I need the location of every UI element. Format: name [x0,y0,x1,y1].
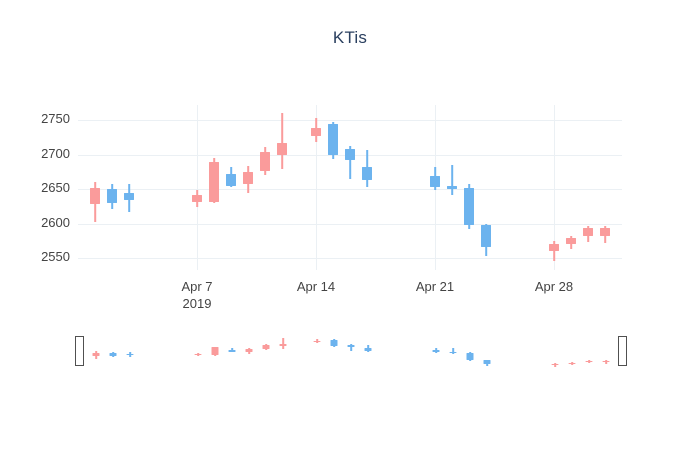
candle-body [260,152,270,172]
candle-body [345,149,355,160]
y-tick-label: 2550 [41,249,70,265]
candle-body [211,347,219,356]
x-gridline [316,105,317,270]
candle-body [126,353,134,356]
candle-body [313,340,321,343]
candle-body [107,189,117,204]
candle-wick [350,344,352,351]
y-gridline [78,120,622,122]
candle-body [277,143,287,155]
y-axis: 2550 2600 2650 2700 2750 [0,110,78,270]
x-gridline [197,105,198,270]
candle-body [92,352,100,356]
x-tick-label: Apr 14 [297,278,335,295]
candle-body [124,192,134,201]
candle-body [583,227,593,237]
candle-body [432,350,440,353]
candle-body [228,349,236,353]
page-title: KTis [332,28,368,47]
candle-wick [282,337,284,349]
candle-body [430,175,440,187]
x-axis: Apr 7 2019 Apr 14 Apr 21 Apr 28 [78,272,622,312]
range-end-handle[interactable] [618,336,627,366]
y-gridline [78,258,622,260]
candle-body [466,352,474,361]
candle-body [602,360,610,363]
x-gridline [554,105,555,270]
range-start-handle[interactable] [75,336,84,366]
candle-body [585,360,593,363]
x-tick-label: Apr 28 [535,278,573,295]
y-tick-label: 2750 [41,111,70,127]
candle-wick [349,145,351,179]
x-tick-label-date: Apr 7 [181,279,213,294]
candle-wick [281,112,283,170]
y-tick-label: 2650 [41,180,70,196]
candle-body [245,349,253,352]
x-tick-label-date: Apr 21 [415,279,455,294]
candle-body [447,185,457,190]
x-tick-label-date: Apr 28 [534,279,574,294]
x-tick-label-year: 2019 [182,296,212,311]
candle-wick [451,165,453,195]
candle-body [364,348,372,352]
y-gridline [78,189,622,191]
range-slider[interactable] [75,326,627,376]
candle-body [262,345,270,350]
y-gridline [78,223,622,225]
candle-body [311,127,321,137]
candle-body [566,237,576,245]
candle-body [347,344,355,347]
x-tick-label: Apr 21 [416,278,454,295]
candle-body [209,161,219,203]
candle-body [549,243,559,252]
candle-body [243,172,253,185]
x-tick-label: Apr 7 2019 [181,278,212,312]
candle-wick [452,348,454,354]
candle-body [194,353,202,356]
candle-body [551,363,559,366]
candle-body [600,227,610,236]
plot-area[interactable] [78,105,622,270]
y-tick-label: 2700 [41,145,70,161]
y-tick-label: 2600 [41,214,70,230]
candle-body [279,343,287,346]
range-slider-minichart[interactable] [79,327,623,375]
candle-body [481,225,491,248]
candle-body [483,360,491,365]
candle-body [226,174,236,186]
x-tick-label-date: Apr 14 [296,279,336,294]
candle-body [192,194,202,203]
candle-body [328,124,338,155]
candle-body [568,362,576,364]
candle-body [449,352,457,354]
candle-body [362,166,372,181]
candle-body [464,187,474,226]
candle-body [330,339,338,346]
candle-body [109,352,117,356]
candle-body [90,187,100,204]
